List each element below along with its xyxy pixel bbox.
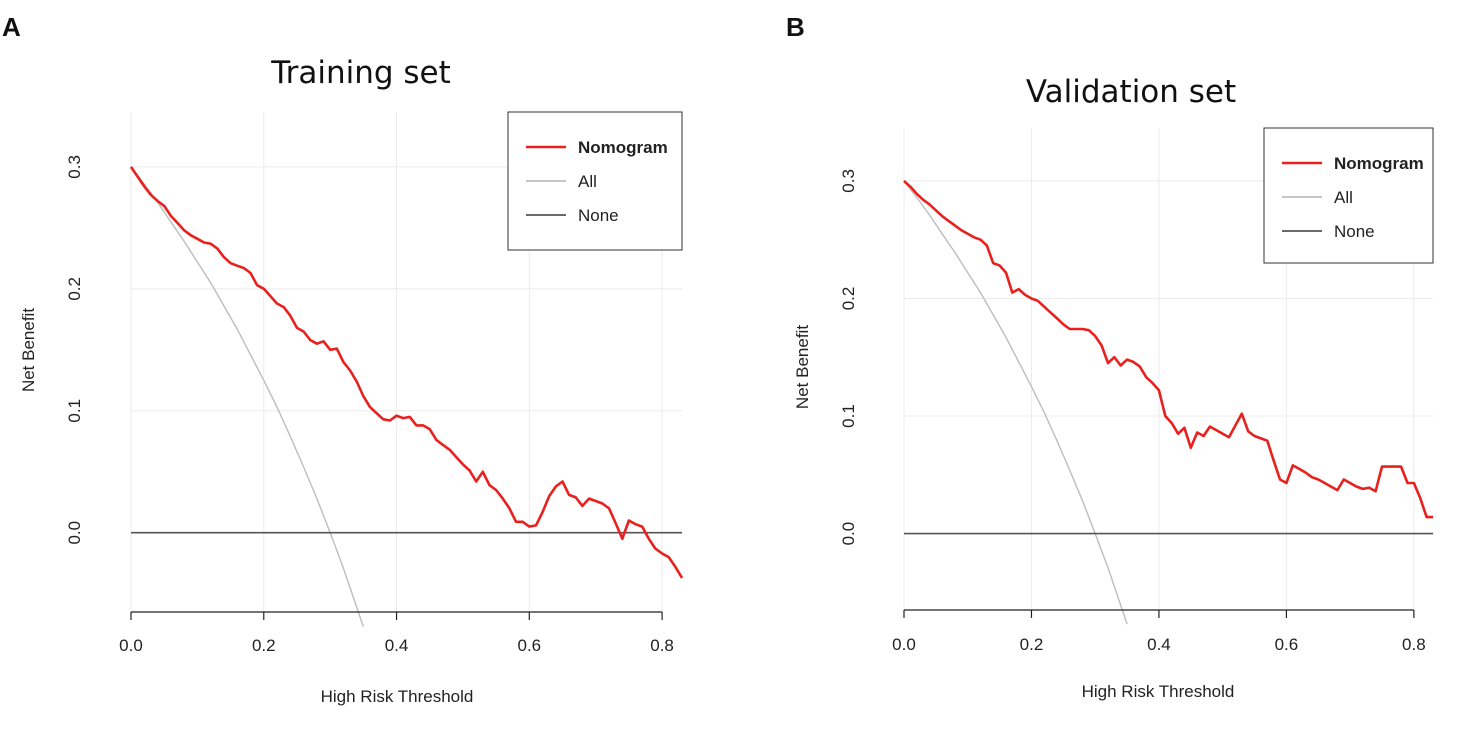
y-tick-label: 0.3	[839, 169, 858, 193]
legend-label-none: None	[1334, 222, 1375, 241]
chart-panel-b: 0.0 0.2 0.4 0.6 0.8 0.0 0.1 0.2 0.3 Validation se…	[793, 74, 1434, 701]
x-tick-label: 0.4	[1147, 635, 1171, 654]
y-tick-label: 0.1	[65, 399, 84, 423]
panel-label-b: B	[786, 12, 805, 42]
legend: Nomogram All None	[1263, 127, 1434, 264]
legend-label-none: None	[578, 206, 619, 225]
x-tick-label: 0.0	[119, 636, 143, 655]
y-tick-label: 0.2	[65, 277, 84, 301]
legend-label-nomogram: Nomogram	[1334, 154, 1424, 173]
chart-title: Training set	[270, 55, 451, 91]
x-axis-label: High Risk Threshold	[321, 687, 474, 706]
series-line-nomogram	[903, 179, 1433, 519]
series-line-all	[903, 180, 1128, 625]
legend: Nomogram All None	[507, 111, 683, 251]
x-tick-label: 0.2	[1020, 635, 1044, 654]
x-tick-label: 0.2	[252, 636, 276, 655]
chart-title: Validation set	[1026, 74, 1236, 110]
x-tick-label: 0.6	[517, 636, 541, 655]
y-tick-label: 0.0	[839, 522, 858, 546]
x-tick-label: 0.8	[650, 636, 674, 655]
series-line-nomogram	[129, 166, 684, 579]
legend-label-all: All	[578, 172, 597, 191]
y-tick-label: 0.0	[65, 521, 84, 545]
series-line-all	[130, 166, 364, 627]
x-tick-label: 0.4	[385, 636, 409, 655]
y-tick-label: 0.3	[65, 155, 84, 179]
y-tick-label: 0.2	[839, 287, 858, 311]
x-tick-label: 0.0	[892, 635, 916, 654]
panel-label-a: A	[2, 12, 21, 42]
x-axis-label: High Risk Threshold	[1082, 682, 1235, 701]
legend-label-all: All	[1334, 188, 1353, 207]
y-axis-label: Net Benefit	[19, 308, 38, 392]
legend-label-nomogram: Nomogram	[578, 138, 668, 157]
legend-box	[1263, 127, 1434, 264]
chart-panel-a: 0.0 0.2 0.4 0.6 0.8 0.0 0.1 0.2 0.3 Training set H…	[19, 55, 684, 706]
y-axis-label: Net Benefit	[793, 325, 812, 409]
y-tick-label: 0.1	[839, 404, 858, 428]
x-tick-label: 0.8	[1402, 635, 1426, 654]
x-tick-label: 0.6	[1275, 635, 1299, 654]
